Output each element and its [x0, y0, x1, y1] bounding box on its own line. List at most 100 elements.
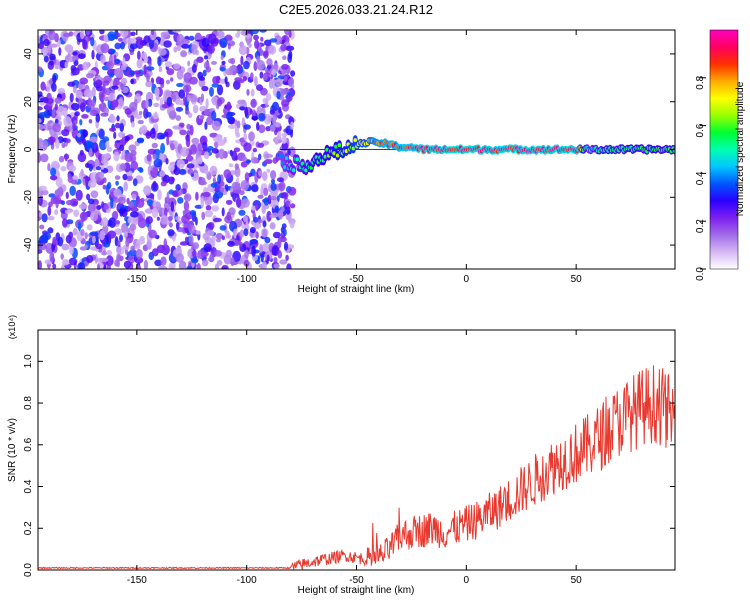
- noise-blob: [196, 263, 201, 269]
- noise-blob: [251, 205, 256, 211]
- noise-blob: [134, 256, 144, 264]
- noise-blob: [149, 128, 156, 139]
- noise-blob: [176, 69, 184, 80]
- noise-blob: [260, 36, 264, 42]
- noise-blob: [261, 171, 268, 182]
- noise-blob: [272, 115, 276, 126]
- noise-blob: [75, 189, 83, 201]
- noise-blob: [203, 151, 210, 160]
- noise-blob: [200, 197, 205, 209]
- noise-blob: [243, 259, 250, 267]
- noise-blob: [100, 164, 105, 170]
- noise-blob: [283, 75, 288, 83]
- noise-blob: [122, 57, 126, 67]
- noise-blob: [56, 186, 64, 197]
- noise-blob: [146, 154, 152, 162]
- noise-blob: [99, 230, 105, 241]
- noise-blob: [277, 238, 282, 249]
- noise-blob: [243, 215, 249, 223]
- noise-blob: [166, 96, 173, 107]
- noise-blob: [211, 83, 220, 88]
- noise-blob: [277, 209, 284, 220]
- noise-blob: [71, 67, 80, 76]
- noise-blob: [132, 178, 138, 187]
- noise-blob: [54, 209, 59, 216]
- noise-blob: [240, 55, 244, 66]
- noise-blob: [159, 170, 166, 177]
- noise-blob: [38, 243, 47, 251]
- noise-blob: [140, 197, 145, 203]
- noise-blob: [208, 112, 213, 119]
- noise-blob: [68, 231, 74, 239]
- noise-blob: [250, 156, 259, 164]
- noise-blob: [86, 193, 91, 201]
- noise-blob: [91, 86, 96, 98]
- noise-blob: [168, 215, 173, 222]
- noise-blob: [145, 208, 151, 214]
- noise-blob: [132, 205, 138, 214]
- noise-blob: [101, 251, 107, 256]
- noise-blob: [102, 136, 110, 143]
- noise-blob: [206, 116, 214, 126]
- noise-blob: [148, 229, 157, 239]
- x-tick-label: 0: [464, 274, 470, 285]
- noise-blob: [72, 55, 76, 62]
- ridge-core: [325, 147, 329, 152]
- noise-blob: [166, 68, 175, 76]
- noise-blob: [252, 216, 259, 223]
- noise-blob: [47, 125, 52, 131]
- noise-blob: [126, 197, 130, 205]
- noise-blob: [54, 97, 62, 104]
- noise-blob: [198, 76, 205, 81]
- noise-blob: [238, 45, 248, 56]
- noise-blob: [103, 80, 110, 86]
- noise-blob: [131, 121, 135, 128]
- noise-blob: [186, 163, 195, 169]
- noise-blob: [130, 31, 136, 36]
- noise-blob: [187, 168, 194, 175]
- noise-blob: [123, 181, 128, 192]
- noise-blob: [270, 178, 276, 184]
- noise-blob: [115, 122, 121, 129]
- noise-blob: [129, 101, 138, 112]
- noise-blob: [99, 30, 105, 35]
- noise-blob: [204, 169, 209, 175]
- noise-blob: [77, 221, 82, 232]
- y-tick-label: 0.2: [23, 521, 34, 535]
- noise-blob: [160, 31, 170, 38]
- noise-blob: [229, 65, 233, 76]
- y-tick-label: 0.0: [23, 563, 34, 577]
- noise-blob: [145, 216, 153, 225]
- noise-blob: [137, 50, 141, 61]
- ridge-core: [351, 146, 356, 151]
- noise-blob: [72, 84, 77, 94]
- noise-blob: [152, 180, 157, 191]
- noise-blob: [79, 119, 83, 126]
- noise-blob: [272, 101, 279, 112]
- noise-blob: [89, 147, 93, 158]
- noise-blob: [237, 99, 246, 105]
- x-tick-label: -50: [349, 575, 364, 586]
- noise-blob: [73, 209, 80, 217]
- noise-blob: [278, 181, 286, 192]
- noise-blob: [111, 85, 119, 90]
- noise-blob: [218, 148, 226, 160]
- noise-blob: [100, 43, 110, 54]
- y-tick-label: -20: [23, 190, 34, 205]
- noise-blob: [58, 47, 62, 56]
- noise-blob: [182, 210, 188, 215]
- noise-blob: [75, 134, 85, 143]
- noise-blob: [240, 179, 250, 191]
- noise-blob: [68, 31, 74, 37]
- noise-blob: [219, 187, 225, 193]
- noise-blob: [216, 30, 225, 39]
- noise-blob: [122, 173, 128, 181]
- noise-blob: [106, 249, 113, 256]
- noise-blob: [47, 163, 51, 172]
- noise-blob: [38, 249, 43, 254]
- noise-blob: [281, 63, 289, 70]
- noise-blob: [204, 209, 214, 218]
- noise-blob: [99, 154, 109, 165]
- noise-blob: [119, 41, 125, 50]
- noise-blob: [67, 81, 76, 87]
